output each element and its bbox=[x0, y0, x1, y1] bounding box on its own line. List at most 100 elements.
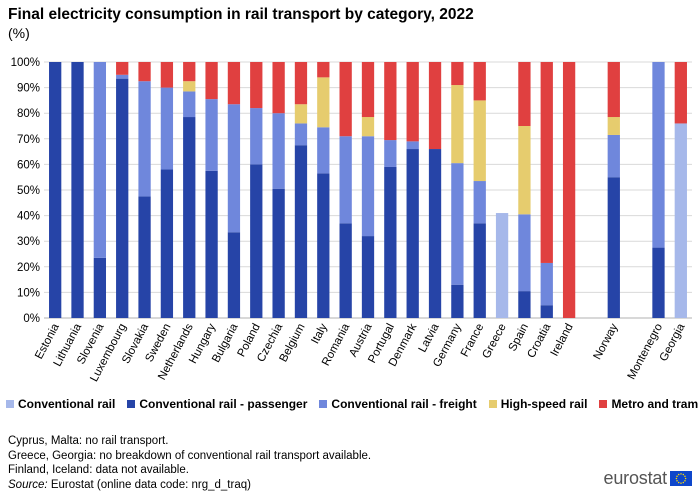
bar-segment-conventional-rail-freight bbox=[227, 104, 241, 233]
bar-segment-high-speed-rail bbox=[361, 117, 375, 137]
logo-text: eurostat bbox=[603, 467, 668, 488]
bar-segment-metro-and-tram bbox=[272, 62, 285, 114]
bar-segment-conventional-rail-passenger bbox=[607, 177, 620, 318]
legend-label: Conventional rail - freight bbox=[331, 397, 477, 411]
flag-star bbox=[675, 477, 678, 479]
bar-segment-conventional-rail-passenger bbox=[451, 284, 464, 318]
y-tick-label: 30% bbox=[17, 236, 40, 248]
bar-segment-conventional-rail bbox=[495, 213, 509, 318]
eu-flag-icon bbox=[670, 470, 692, 486]
bar-segment-metro-and-tram bbox=[294, 62, 308, 105]
bar-segment-conventional-rail-freight bbox=[138, 81, 151, 197]
bar-segment-metro-and-tram bbox=[183, 62, 196, 82]
bar-segment-conventional-rail-freight bbox=[607, 134, 620, 178]
bar-segment-metro-and-tram bbox=[518, 62, 531, 126]
y-tick-label: 100% bbox=[11, 57, 40, 69]
bar-segment-conventional-rail-passenger bbox=[272, 188, 285, 318]
bar-segment-conventional-rail-passenger bbox=[183, 117, 196, 318]
bar-segment-conventional-rail-passenger bbox=[339, 223, 352, 318]
bar-segment-metro-and-tram bbox=[674, 62, 687, 124]
bar-segment-conventional-rail-freight bbox=[294, 123, 308, 146]
bar-segment-conventional-rail-freight bbox=[540, 262, 553, 306]
bar-segment-conventional-rail-passenger bbox=[49, 62, 62, 318]
source-text: Eurostat (online data code: nrg_d_traq) bbox=[47, 478, 251, 491]
bar-segment-conventional-rail-passenger bbox=[250, 164, 263, 318]
bar-segment-metro-and-tram bbox=[339, 62, 352, 137]
bar-segment-conventional-rail-passenger bbox=[227, 232, 241, 318]
bar-segment-conventional-rail-passenger bbox=[294, 145, 308, 318]
bar-segment-conventional-rail-freight bbox=[272, 113, 285, 189]
bar-segment-conventional-rail-passenger bbox=[93, 257, 107, 318]
bar-segment-conventional-rail-passenger bbox=[406, 149, 419, 318]
flag-star bbox=[677, 481, 680, 483]
bar-segment-conventional-rail-freight bbox=[451, 163, 464, 285]
bar-segment-high-speed-rail bbox=[451, 85, 464, 164]
legend-swatch bbox=[488, 400, 497, 408]
bar-segment-metro-and-tram bbox=[540, 62, 553, 263]
bar-segment-conventional-rail-freight bbox=[652, 62, 665, 248]
bar-segment-conventional-rail-freight bbox=[473, 181, 486, 224]
bar-segment-conventional-rail-passenger bbox=[428, 149, 442, 318]
legend-item: Conventional rail bbox=[6, 397, 115, 411]
source-line: Source: Eurostat (online data code: nrg_… bbox=[8, 478, 371, 493]
flag-star bbox=[682, 481, 685, 483]
bar-segment-conventional-rail-freight bbox=[339, 136, 352, 224]
bar-segment-metro-and-tram bbox=[138, 62, 151, 82]
flag-star bbox=[680, 472, 682, 475]
flag-star bbox=[684, 479, 686, 482]
bar-segment-conventional-rail-passenger bbox=[384, 166, 397, 318]
bar-stacks bbox=[49, 62, 687, 318]
flag-star bbox=[676, 479, 678, 482]
bar-segment-high-speed-rail bbox=[518, 126, 531, 215]
y-tick-label: 50% bbox=[17, 185, 40, 197]
legend-swatch bbox=[127, 400, 136, 408]
bar-segment-conventional-rail-passenger bbox=[160, 169, 174, 318]
bar-segment-conventional-rail-passenger bbox=[540, 305, 553, 318]
bar-segment-high-speed-rail bbox=[607, 117, 620, 135]
bar-segment-conventional-rail-passenger bbox=[205, 170, 218, 318]
legend-item: High-speed rail bbox=[488, 397, 588, 411]
flag-background bbox=[670, 470, 692, 486]
bar-segment-metro-and-tram bbox=[160, 62, 174, 88]
x-tick-label: Montenegro bbox=[626, 322, 665, 382]
bar-segment-conventional-rail bbox=[674, 123, 687, 318]
legend-swatch bbox=[6, 400, 14, 408]
bar-segment-metro-and-tram bbox=[227, 62, 241, 105]
bar-segment-conventional-rail-passenger bbox=[317, 173, 330, 318]
bar-segment-metro-and-tram bbox=[361, 62, 375, 118]
legend-item: Conventional rail - freight bbox=[319, 397, 477, 411]
legend: Conventional rail Conventional rail - pas… bbox=[0, 397, 700, 411]
bar-segment-conventional-rail-passenger bbox=[138, 196, 151, 318]
chart-area: 0% 10% 20% 30% 40% 50% 60% 70% 80% 90% 100% Estoni… bbox=[11, 57, 692, 384]
x-tick-label: Norway bbox=[592, 322, 621, 362]
bar-segment-metro-and-tram bbox=[406, 62, 419, 142]
legend-label: High-speed rail bbox=[500, 397, 588, 411]
legend-swatch bbox=[319, 400, 328, 408]
flag-star bbox=[684, 477, 687, 479]
y-tick-label: 10% bbox=[17, 287, 40, 299]
bar-segment-metro-and-tram bbox=[205, 62, 218, 100]
bar-segment-conventional-rail-freight bbox=[406, 141, 419, 150]
bar-segment-conventional-rail-freight bbox=[116, 74, 129, 79]
y-tick-label: 70% bbox=[17, 134, 40, 146]
bar-segment-metro-and-tram bbox=[250, 62, 263, 109]
footnote-3: Finland, Iceland: data not available. bbox=[8, 464, 189, 476]
y-axis-ticks: 0% 10% 20% 30% 40% 50% 60% 70% 80% 90% 100% bbox=[11, 57, 40, 325]
footnote-1: Cyprus, Malta: no rail transport. bbox=[8, 435, 169, 447]
y-tick-label: 0% bbox=[23, 313, 40, 325]
flag-star bbox=[680, 481, 682, 484]
bar-segment-high-speed-rail bbox=[473, 100, 486, 182]
eurostat-logo: eurostat bbox=[604, 468, 692, 488]
bar-segment-conventional-rail-freight bbox=[317, 127, 330, 174]
legend-label: Conventional rail bbox=[18, 397, 116, 411]
bar-segment-metro-and-tram bbox=[116, 62, 129, 75]
bar-segment-metro-and-tram bbox=[562, 62, 576, 318]
source-label: Source: bbox=[8, 478, 48, 491]
bar-segment-conventional-rail-freight bbox=[361, 136, 375, 237]
flag-star bbox=[677, 473, 680, 475]
bar-segment-conventional-rail-passenger bbox=[71, 62, 84, 318]
flag-star bbox=[682, 473, 685, 475]
bar-segment-metro-and-tram bbox=[428, 62, 442, 150]
bar-segment-conventional-rail-freight bbox=[93, 62, 107, 258]
bar-segment-conventional-rail-freight bbox=[183, 91, 196, 118]
